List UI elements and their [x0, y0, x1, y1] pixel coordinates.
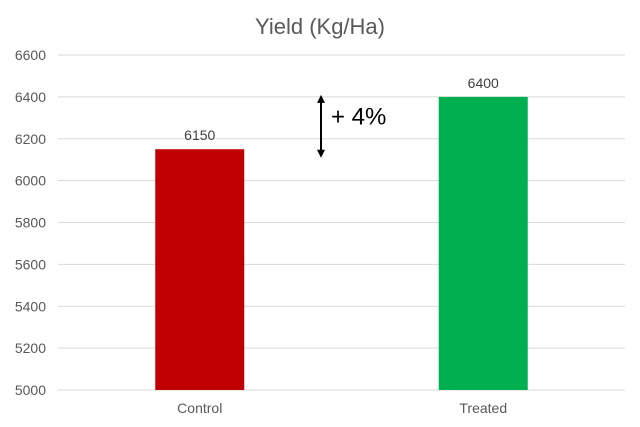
data-label: 6400: [468, 75, 499, 91]
annotation: + 4%: [317, 94, 386, 158]
data-labels: 6150 6400: [184, 75, 499, 143]
y-tick-label: 5000: [15, 382, 46, 398]
gridlines: [58, 54, 625, 391]
y-tick-label: 5200: [15, 340, 46, 356]
percent-change-annotation: + 4%: [331, 103, 386, 130]
arrow-head-up-icon: [317, 94, 325, 103]
y-tick-label: 6400: [15, 89, 46, 105]
chart-title: Yield (Kg/Ha): [255, 14, 385, 39]
bars: [155, 96, 528, 390]
data-label: 6150: [184, 127, 215, 143]
y-tick-label: 6200: [15, 131, 46, 147]
x-category-label: Treated: [459, 400, 507, 416]
y-tick-label: 5600: [15, 256, 46, 272]
y-tick-label: 6000: [15, 173, 46, 189]
y-tick-label: 5400: [15, 298, 46, 314]
y-tick-label: 6600: [15, 47, 46, 63]
arrow-head-down-icon: [317, 149, 325, 158]
x-axis-categories: Control Treated: [177, 400, 507, 416]
y-tick-label: 5800: [15, 215, 46, 231]
x-category-label: Control: [177, 400, 222, 416]
bar-treated: [438, 96, 528, 390]
bar-control: [155, 149, 245, 390]
y-axis-ticks: 5000 5200 5400 5600 5800 6000 6200 6400 6600: [15, 47, 46, 398]
